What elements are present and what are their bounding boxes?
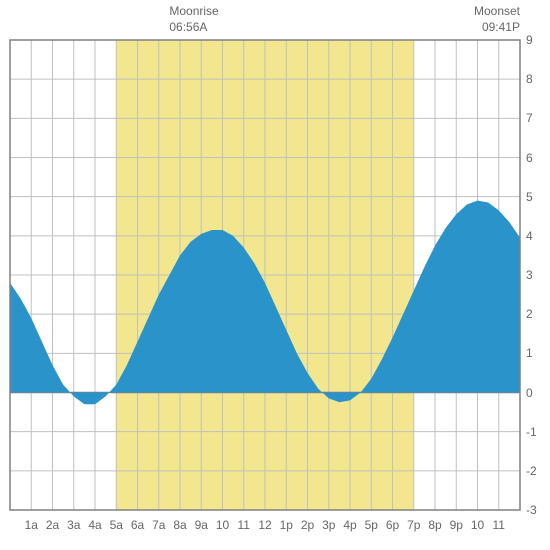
x-axis-tick: 4p <box>343 518 356 532</box>
y-axis-tick: 9 <box>526 33 533 47</box>
moonrise-name: Moonrise <box>169 4 218 20</box>
x-axis-tick: 11 <box>238 518 250 532</box>
x-axis-tick: 10 <box>471 518 484 532</box>
y-axis-tick: 1 <box>526 346 533 360</box>
x-axis-tick: 2a <box>46 518 59 532</box>
y-axis-tick: 4 <box>526 229 533 243</box>
y-axis-tick: -3 <box>526 503 537 517</box>
y-axis-tick: 0 <box>526 386 533 400</box>
x-axis-tick: 6a <box>131 518 144 532</box>
chart-canvas <box>0 0 550 550</box>
x-axis-tick: 8a <box>173 518 186 532</box>
moonrise-time: 06:56A <box>169 20 218 36</box>
y-axis-tick: 3 <box>526 268 533 282</box>
x-axis-tick: 7p <box>407 518 420 532</box>
tide-chart: -3-2-101234567891a2a3a4a5a6a7a8a9a101112… <box>0 0 550 550</box>
x-axis-tick: 6p <box>386 518 399 532</box>
x-axis-tick: 5p <box>365 518 378 532</box>
y-axis-tick: 6 <box>526 151 533 165</box>
y-axis-tick: 5 <box>526 190 533 204</box>
x-axis-tick: 10 <box>216 518 229 532</box>
moonrise-label: Moonrise06:56A <box>169 4 218 35</box>
moonset-label: Moonset09:41P <box>474 4 520 35</box>
y-axis-tick: 2 <box>526 307 533 321</box>
x-axis-tick: 12 <box>258 518 271 532</box>
x-axis-tick: 11 <box>493 518 505 532</box>
x-axis-tick: 9a <box>195 518 208 532</box>
x-axis-tick: 1p <box>280 518 293 532</box>
x-axis-tick: 7a <box>152 518 165 532</box>
x-axis-tick: 2p <box>301 518 314 532</box>
x-axis-tick: 4a <box>88 518 101 532</box>
moonset-name: Moonset <box>474 4 520 20</box>
y-axis-tick: -1 <box>526 425 537 439</box>
y-axis-tick: -2 <box>526 464 537 478</box>
x-axis-tick: 3p <box>322 518 335 532</box>
x-axis-tick: 1a <box>25 518 38 532</box>
moonset-time: 09:41P <box>474 20 520 36</box>
x-axis-tick: 3a <box>67 518 80 532</box>
x-axis-tick: 8p <box>428 518 441 532</box>
x-axis-tick: 5a <box>110 518 123 532</box>
x-axis-tick: 9p <box>450 518 463 532</box>
y-axis-tick: 7 <box>526 111 533 125</box>
y-axis-tick: 8 <box>526 72 533 86</box>
